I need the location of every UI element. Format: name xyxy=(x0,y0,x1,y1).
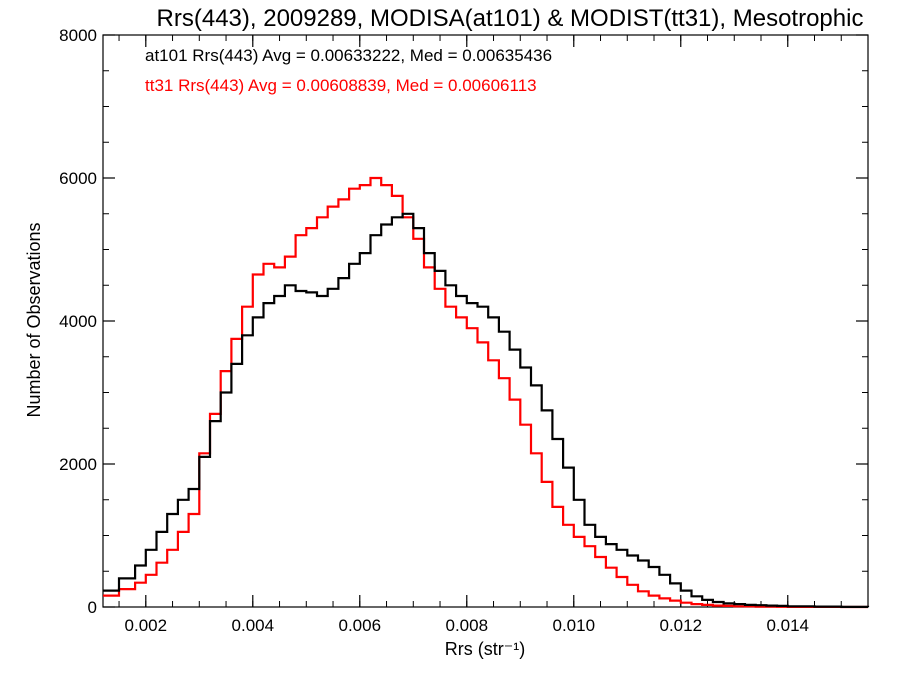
legend-annotation-tt31: tt31 Rrs(443) Avg = 0.00608839, Med = 0.… xyxy=(145,76,537,95)
x-tick-label: 0.012 xyxy=(659,616,702,635)
x-tick-label: 0.006 xyxy=(339,616,382,635)
series-line-at101 xyxy=(103,212,870,608)
series-layer xyxy=(103,176,870,609)
series-line-tt31 xyxy=(103,176,868,609)
y-tick-label: 0 xyxy=(88,598,97,617)
y-tick-label: 8000 xyxy=(59,26,97,45)
x-tick-label: 0.004 xyxy=(232,616,275,635)
x-tick-label: 0.010 xyxy=(552,616,595,635)
y-tick-label: 4000 xyxy=(59,312,97,331)
y-tick-label: 2000 xyxy=(59,455,97,474)
chart-title: Rrs(443), 2009289, MODISA(at101) & MODIS… xyxy=(157,5,864,32)
x-tick-label: 0.014 xyxy=(766,616,809,635)
plot-frame xyxy=(102,34,869,608)
legend-annotation-at101: at101 Rrs(443) Avg = 0.00633222, Med = 0… xyxy=(145,46,552,65)
x-tick-label: 0.008 xyxy=(446,616,489,635)
axis-ticks: 0.002 0.004 0.006 0.008 0.010 0.012 0.014 0 2000… xyxy=(59,26,868,635)
x-tick-label: 0.002 xyxy=(125,616,168,635)
y-tick-label: 6000 xyxy=(59,169,97,188)
y-axis-label: Number of Observations xyxy=(24,222,44,417)
x-axis-label: Rrs (str⁻¹) xyxy=(445,639,525,659)
